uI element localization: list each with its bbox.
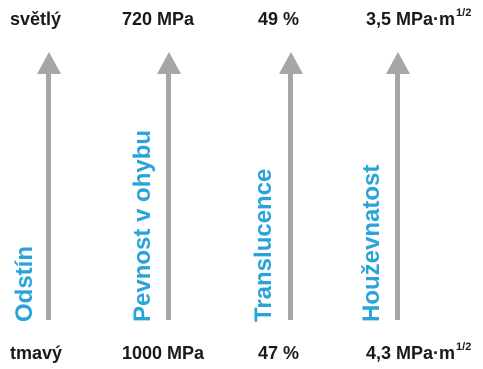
column-1-axis-label: Odstín [11, 246, 38, 322]
column-3-arrow [279, 52, 303, 320]
arrow-shaft [46, 72, 51, 320]
arrow-shaft [166, 72, 171, 320]
column-2-axis-label: Pevnost v ohybu [129, 129, 156, 322]
column-2-arrow [157, 52, 181, 320]
column-1-top-label: světlý [10, 9, 62, 29]
column-4-bottom-exponent: 1/2 [456, 341, 472, 353]
column-1-bottom-label: tmavý [10, 343, 63, 363]
column-4-bottom-label: 4,3 MPa·m1/2 [366, 341, 472, 363]
column-4-top-value: 3,5 MPa·m [366, 9, 456, 29]
arrow-head-icon [37, 52, 61, 74]
column-2-bottom-label: 1000 MPa [122, 343, 205, 363]
arrow-head-icon [157, 52, 181, 74]
column-4-top-exponent: 1/2 [456, 7, 472, 19]
column-3-bottom-label: 47 % [258, 343, 300, 363]
column-2-top-label: 720 MPa [122, 9, 195, 29]
column-4-bottom-value: 4,3 MPa·m [366, 343, 456, 363]
column-1-arrow [37, 52, 61, 320]
column-4-top-label: 3,5 MPa·m1/2 [366, 7, 472, 29]
column-4-arrow [386, 52, 410, 320]
arrow-shaft [395, 72, 400, 320]
column-3-top-label: 49 % [258, 9, 300, 29]
arrow-head-icon [386, 52, 410, 74]
column-3-axis-label: Translucence [250, 168, 277, 322]
arrow-shaft [288, 72, 293, 320]
column-4-axis-label: Houževnatost [358, 164, 385, 322]
arrow-head-icon [279, 52, 303, 74]
